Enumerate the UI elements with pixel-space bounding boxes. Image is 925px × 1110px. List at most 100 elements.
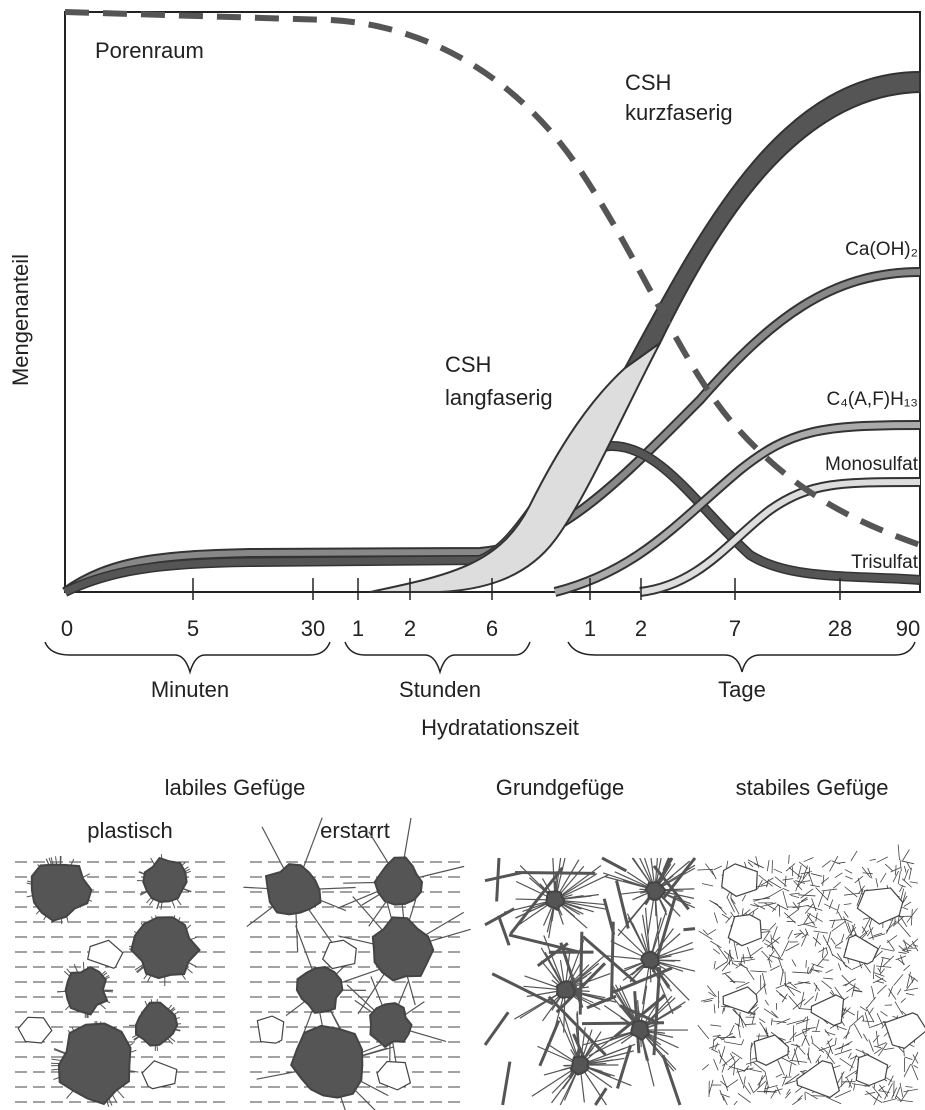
- fiber: [698, 1025, 709, 1039]
- fiber: [750, 971, 766, 972]
- fiber: [759, 875, 773, 886]
- fiber: [822, 981, 832, 989]
- fiber: [788, 930, 793, 939]
- fiber: [885, 1083, 893, 1099]
- fiber: [741, 957, 742, 963]
- fiber: [899, 946, 905, 951]
- particle: [571, 1056, 588, 1074]
- fiber: [877, 857, 888, 863]
- fiber: [767, 889, 782, 898]
- fiber: [720, 1090, 724, 1101]
- fiber: [848, 1053, 851, 1059]
- fiber: [804, 857, 814, 861]
- fiber: [683, 929, 695, 930]
- x-tick-label: 28: [828, 616, 852, 641]
- brace: [568, 642, 915, 672]
- fiber: [711, 869, 716, 879]
- brace: [345, 642, 530, 672]
- fiber: [765, 940, 771, 944]
- fiber: [702, 884, 713, 886]
- x-tick-label: 7: [729, 616, 741, 641]
- fiber: [884, 1048, 895, 1050]
- fiber: [616, 880, 628, 928]
- fiber: [845, 919, 853, 922]
- particle: [59, 1024, 131, 1105]
- fiber: [497, 858, 499, 901]
- fiber: [723, 1096, 727, 1105]
- section-label: labiles Gefüge: [165, 775, 306, 800]
- fiber: [875, 975, 886, 982]
- curve-label: langfaserig: [445, 385, 553, 410]
- fiber: [811, 1036, 813, 1043]
- fiber: [499, 916, 510, 946]
- crystal: [18, 1017, 52, 1043]
- fiber: [783, 891, 788, 908]
- fiber: [904, 869, 908, 881]
- fiber: [708, 929, 716, 934]
- brace: [45, 642, 330, 672]
- fiber: [876, 981, 884, 983]
- particle: [557, 981, 575, 998]
- crystal: [142, 1061, 177, 1089]
- fiber: [782, 879, 793, 880]
- fiber: [709, 1044, 719, 1048]
- fiber: [713, 949, 720, 954]
- fiber: [854, 1083, 856, 1090]
- fiber: [740, 963, 746, 968]
- y-axis-label: Mengenanteil: [8, 254, 33, 386]
- fiber: [839, 1041, 853, 1049]
- fiber: [709, 1080, 713, 1094]
- fiber: [801, 932, 807, 946]
- fiber: [832, 861, 841, 864]
- structure-panels: [15, 818, 925, 1110]
- fiber: [911, 909, 912, 926]
- fiber: [760, 903, 776, 907]
- fiber: [776, 1074, 782, 1077]
- fiber: [710, 941, 721, 948]
- fiber: [874, 1094, 880, 1105]
- fiber: [826, 1097, 841, 1104]
- fiber: [485, 1012, 508, 1045]
- fiber: [776, 982, 792, 988]
- x-tick-label: 0: [61, 616, 73, 641]
- fiber: [818, 947, 826, 952]
- fiber: [714, 961, 715, 969]
- fiber: [822, 860, 831, 867]
- curve-label: Trisulfat: [851, 552, 919, 573]
- fiber: [829, 919, 846, 920]
- x-tick-label: 5: [187, 616, 199, 641]
- fiber: [772, 904, 779, 912]
- fiber: [730, 981, 745, 982]
- fiber: [833, 1065, 841, 1068]
- fiber: [840, 1058, 854, 1067]
- fiber: [771, 1018, 772, 1025]
- fiber: [903, 1089, 918, 1092]
- fiber: [741, 1039, 743, 1045]
- fiber: [844, 904, 852, 905]
- fiber: [832, 920, 835, 928]
- particle: [266, 864, 321, 914]
- x-tick-label: 6: [486, 616, 498, 641]
- fiber: [540, 1021, 559, 1066]
- fiber: [773, 926, 778, 939]
- fiber: [844, 893, 860, 895]
- fiber: [887, 940, 894, 950]
- fiber: [862, 1021, 874, 1022]
- fiber: [902, 907, 908, 909]
- fiber: [707, 985, 716, 996]
- fiber: [791, 1044, 800, 1046]
- fiber: [835, 1038, 836, 1045]
- group-label: Tage: [718, 677, 766, 702]
- fiber: [896, 1096, 901, 1101]
- fiber: [727, 1080, 738, 1087]
- fiber: [723, 1008, 724, 1014]
- fiber: [742, 895, 746, 901]
- fiber: [769, 955, 783, 960]
- fiber: [826, 948, 827, 954]
- fiber: [826, 970, 833, 973]
- fiber: [901, 998, 906, 1002]
- fiber: [835, 873, 843, 878]
- fiber: [794, 933, 803, 935]
- fiber: [903, 941, 912, 948]
- fiber: [801, 872, 812, 874]
